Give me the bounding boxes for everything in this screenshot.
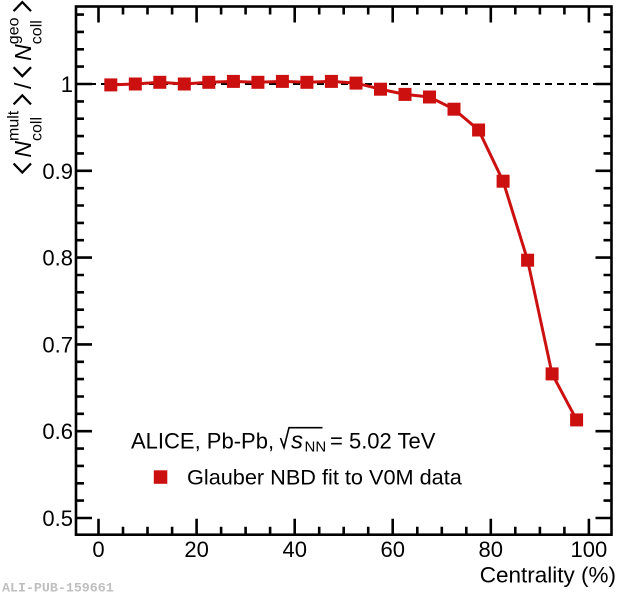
svg-text:NN: NN [305,439,327,456]
svg-text:geo: geo [6,17,23,44]
svg-text:= 5.02 TeV: = 5.02 TeV [330,429,436,454]
svg-text:100: 100 [571,537,608,562]
svg-text:20: 20 [184,537,208,562]
svg-text:coll: coll [29,20,46,44]
svg-text:/: / [10,82,36,89]
svg-text:ALI-PUB-159661: ALI-PUB-159661 [2,581,114,596]
svg-text:60: 60 [380,537,404,562]
svg-text:0.6: 0.6 [42,419,73,444]
svg-text:40: 40 [282,537,306,562]
svg-text:0.5: 0.5 [42,506,73,531]
svg-text:0: 0 [92,537,104,562]
svg-text:s: s [291,428,303,455]
svg-text:Glauber NBD fit to V0M data: Glauber NBD fit to V0M data [187,465,463,490]
svg-text:ALICE, Pb-Pb,: ALICE, Pb-Pb, [131,429,274,454]
svg-text:N: N [10,44,36,61]
svg-text:coll: coll [29,117,46,141]
svg-text:80: 80 [479,537,503,562]
svg-text:0.8: 0.8 [42,246,73,271]
svg-text:mult: mult [6,110,23,141]
svg-text:0.7: 0.7 [42,332,73,357]
svg-text:1: 1 [61,72,73,97]
svg-text:0.9: 0.9 [42,159,73,184]
svg-text:Centrality (%): Centrality (%) [480,563,616,588]
svg-text:N: N [10,141,36,158]
